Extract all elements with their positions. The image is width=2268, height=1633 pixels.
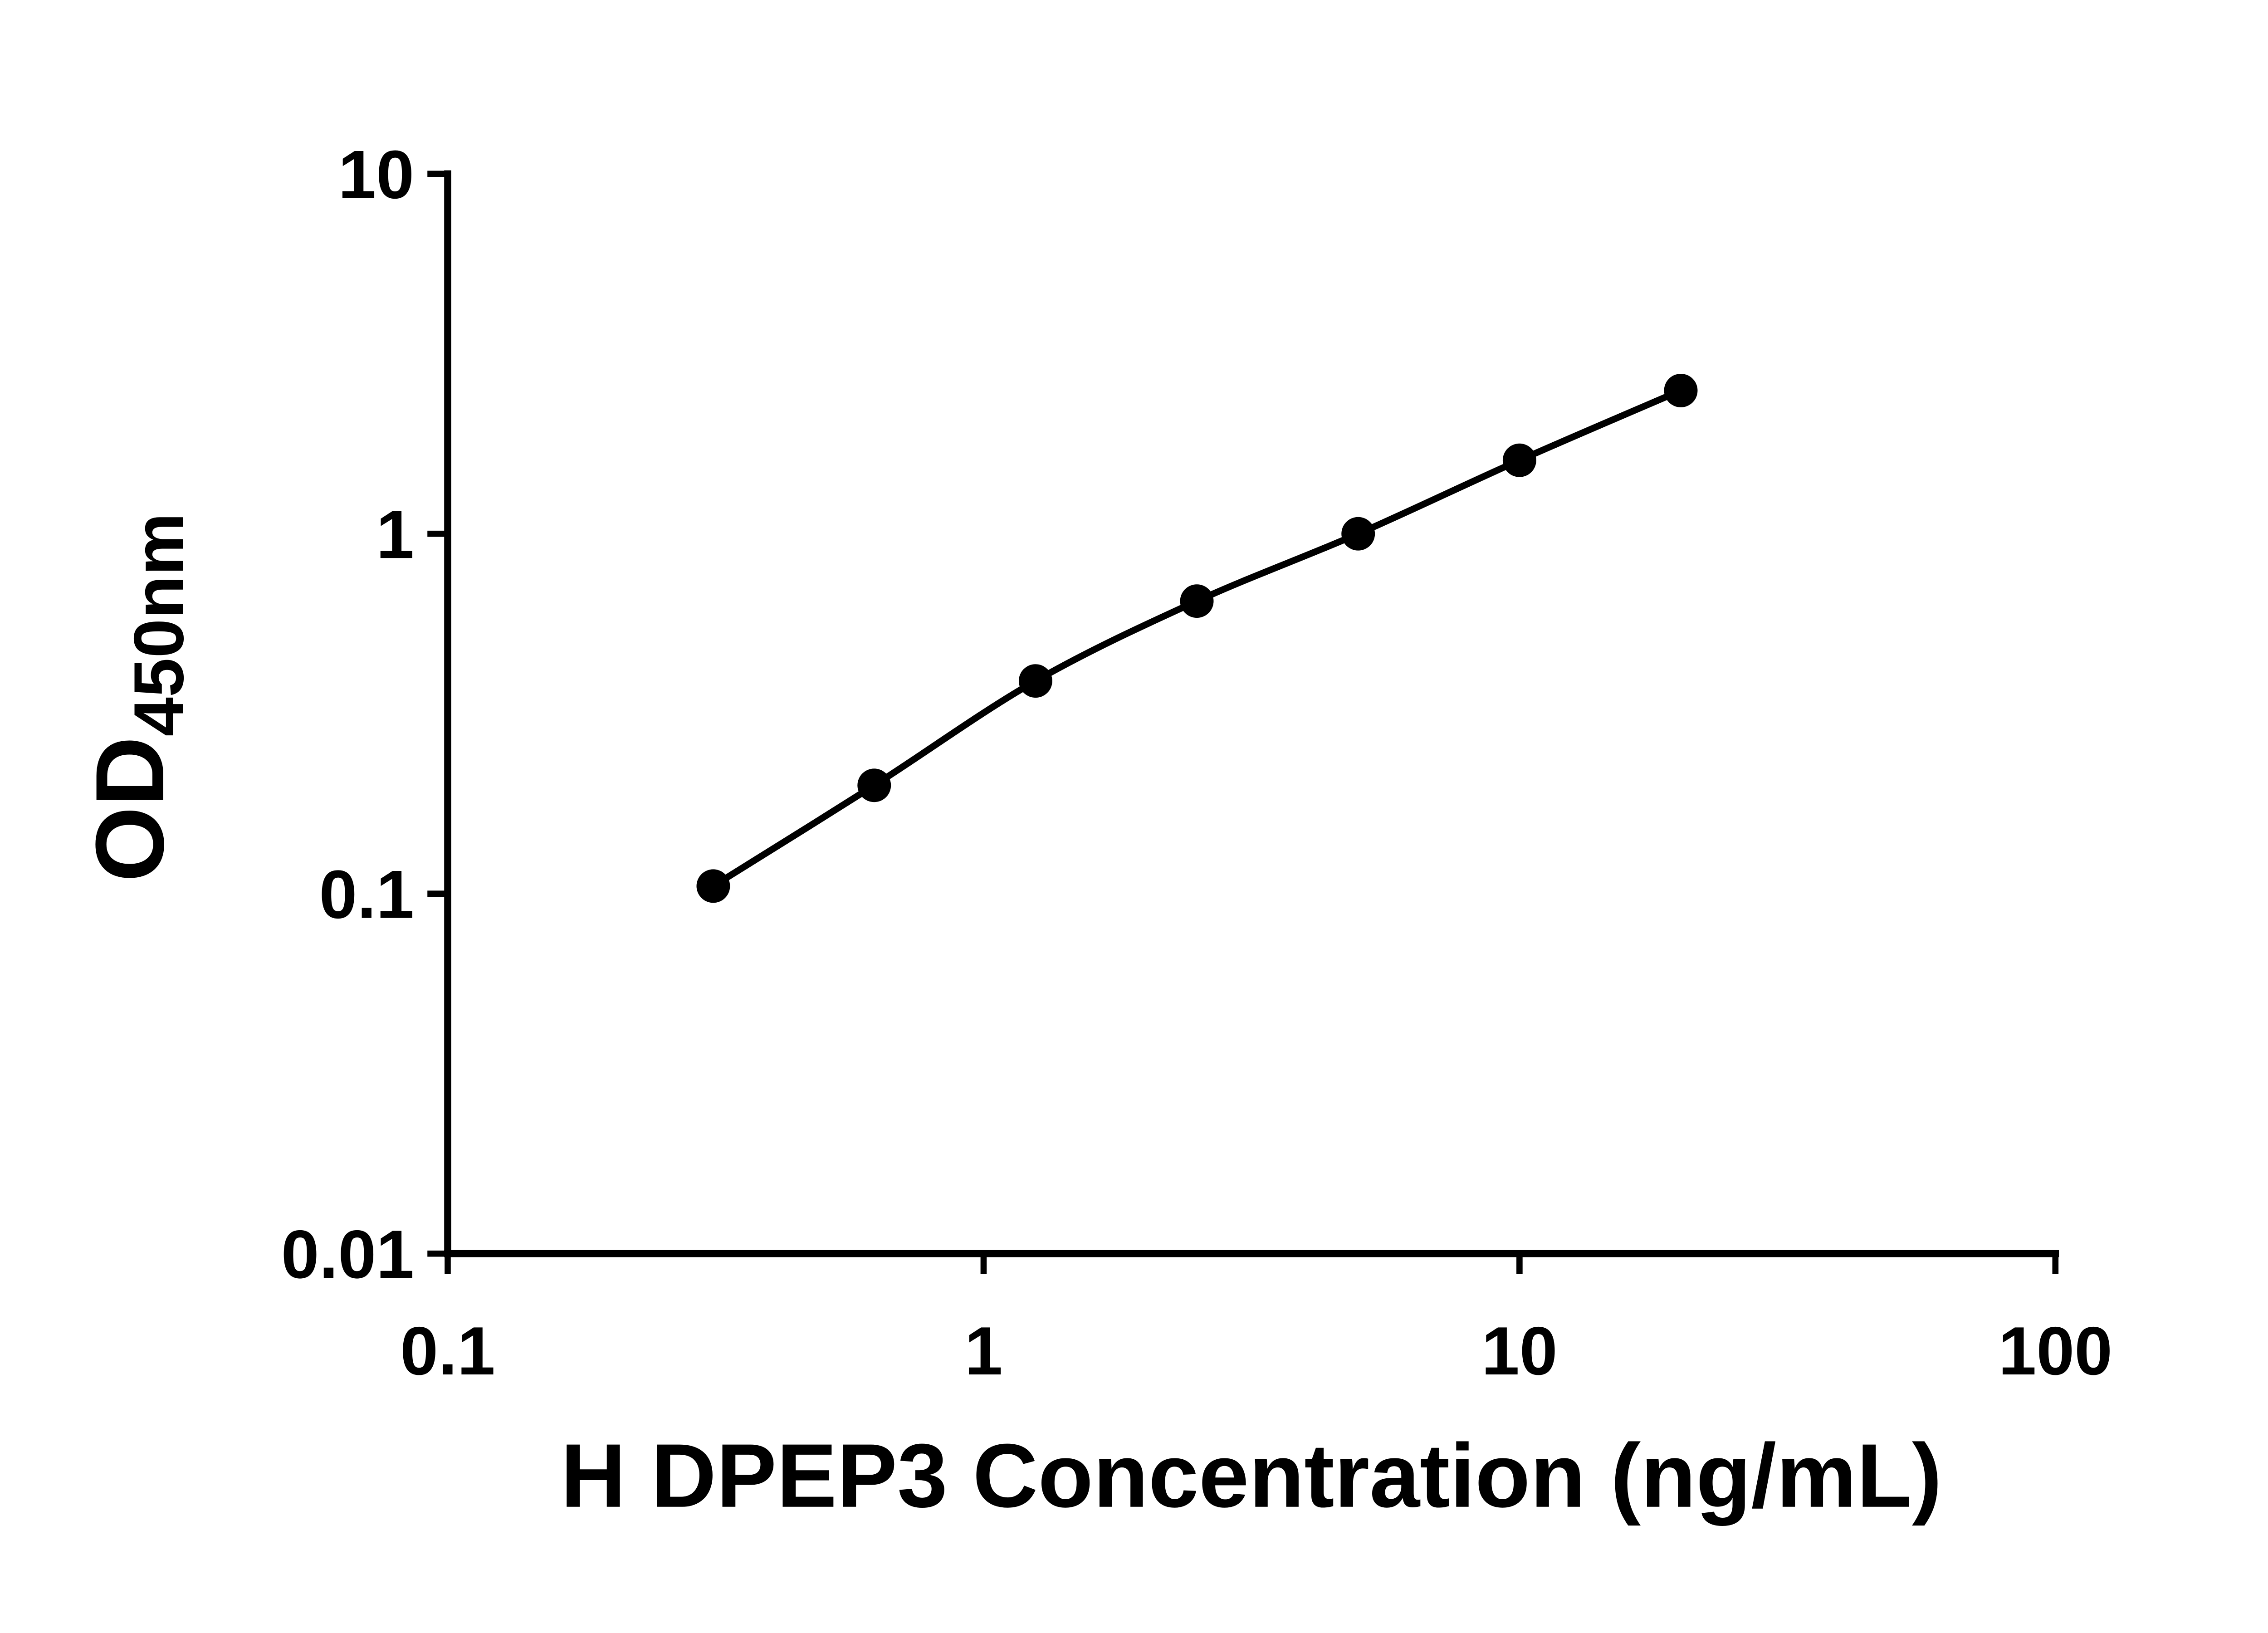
y-axis-tick-labels: 0.01 0.1 1 10 [281, 137, 414, 1292]
y-tick-label: 10 [338, 137, 414, 213]
x-axis-tick-labels: 0.1 1 10 100 [400, 1313, 2112, 1389]
y-tick-label: 1 [376, 496, 414, 572]
y-axis-title-base: OD [76, 737, 184, 882]
data-point [696, 869, 730, 903]
y-tick-label: 0.01 [281, 1216, 414, 1292]
x-tick-label: 0.1 [400, 1313, 495, 1389]
x-tick-label: 10 [1481, 1313, 1558, 1389]
y-axis-title-subscript: 450nm [119, 513, 198, 737]
data-point [1664, 373, 1698, 407]
series-data-points [696, 373, 1698, 903]
x-axis-title: H DPEP3 Concentration (ng/mL) [561, 1426, 1942, 1526]
y-axis-ticks [427, 171, 448, 1257]
data-point [857, 768, 891, 802]
y-axis-title: OD450nm [76, 513, 198, 882]
data-point [1018, 664, 1052, 698]
y-tick-label: 0.1 [319, 856, 415, 933]
x-axis-ticks [445, 1253, 2059, 1274]
data-point [1341, 517, 1375, 551]
x-tick-label: 100 [1999, 1313, 2112, 1389]
series-curve-line [710, 387, 1684, 890]
x-tick-label: 1 [965, 1313, 1003, 1389]
data-point [1502, 443, 1536, 477]
data-point [1180, 584, 1214, 618]
